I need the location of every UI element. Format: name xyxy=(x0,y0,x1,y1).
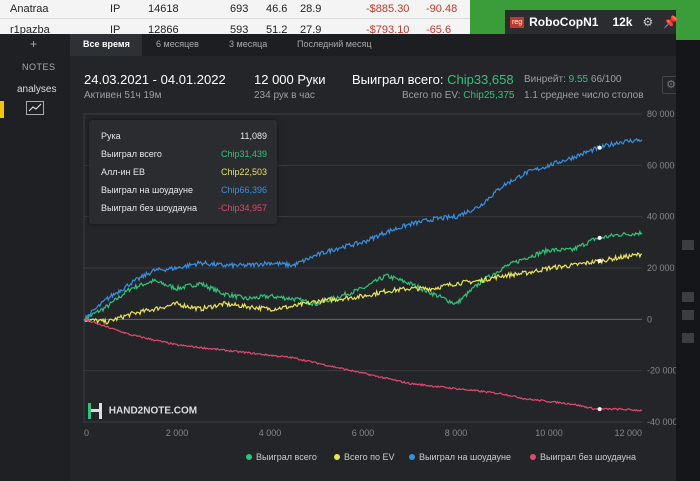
stat-d: -65.6 xyxy=(426,24,452,36)
legend-item[interactable]: Всего по EV xyxy=(334,452,394,462)
strip-block xyxy=(682,240,694,250)
strip-block xyxy=(682,333,694,343)
hands-count: 12866 xyxy=(148,24,179,36)
tooltip-row-hand: Рука 11,089 xyxy=(101,131,267,147)
tooltip-value: Chip22,503 xyxy=(220,167,267,177)
hands-per-hour: 234 рук в час xyxy=(254,90,315,101)
background-table: Anatraa IP 14618 693 46.6 28.9 -$885.30 … xyxy=(0,0,470,40)
hand2note-logo-icon xyxy=(88,403,102,419)
strip-block xyxy=(682,310,694,320)
tooltip-label: Алл-ин EB xyxy=(101,167,146,177)
tooltip-label: Рука xyxy=(101,131,121,141)
stat-d: -90.48 xyxy=(426,3,458,15)
won-total: Выиграл всего: Chip33,658 xyxy=(352,72,514,87)
chart-tooltip: Рука 11,089 Выиграл всего Chip31,439 Алл… xyxy=(89,120,277,224)
ev-total-label: Всего по EV: xyxy=(402,90,461,101)
stat-b: 51.2 xyxy=(266,24,288,36)
tooltip-row-allin-ev: Алл-ин EB Chip22,503 xyxy=(101,167,267,183)
tab-active-background xyxy=(70,34,142,56)
won-total-label: Выиграл всего: xyxy=(352,72,444,87)
winrate-suffix: 66/100 xyxy=(590,74,622,85)
legend-label: Всего по EV xyxy=(344,452,395,462)
hands-count: 14618 xyxy=(148,3,179,15)
sidebar-item-analyses[interactable]: analyses xyxy=(17,84,57,95)
tooltip-value: Chip66,396 xyxy=(220,185,267,195)
legend-item[interactable]: Выиграл на шоудауне xyxy=(409,452,511,462)
period-tabs xyxy=(70,34,676,56)
stat-b: 46.6 xyxy=(266,3,288,15)
winrate-value: 9.55 xyxy=(568,74,589,85)
tooltip-label: Выиграл без шоудауна xyxy=(101,203,197,213)
line-chart-icon xyxy=(26,101,44,115)
legend-dot xyxy=(334,454,340,460)
stat-c: 28.9 xyxy=(300,3,322,15)
tooltip-label: Выиграл всего xyxy=(101,149,162,159)
active-time: Активен 51ч 19м xyxy=(84,90,162,101)
tooltip-value: 11,089 xyxy=(240,131,267,141)
legend-label: Выиграл без шоудауна xyxy=(540,452,636,462)
reg-badge: reg xyxy=(510,16,525,28)
winrate: Винрейт: 9.55 66/100 xyxy=(524,74,621,85)
stat-c: 27.9 xyxy=(300,24,322,36)
pin-icon[interactable]: 📌 xyxy=(663,15,679,29)
legend-item[interactable]: Выиграл без шоудауна xyxy=(530,452,636,462)
sidebar-item-graph[interactable] xyxy=(0,98,70,120)
legend-dot xyxy=(409,454,415,460)
money: -$885.30 xyxy=(366,3,410,15)
tab-all-time[interactable]: Все время xyxy=(83,39,130,49)
add-icon[interactable]: + xyxy=(30,37,38,51)
logo-text: HAND2NOTE.COM xyxy=(108,405,198,417)
tooltip-value: Chip31,439 xyxy=(220,149,267,159)
ev-total: Всего по EV: Chip25,375 xyxy=(402,90,514,101)
tooltip-row-showdown: Выиграл на шоудауне Chip66,396 xyxy=(101,185,267,201)
right-scroll-strip xyxy=(676,40,700,481)
money: -$793.10 xyxy=(366,24,410,36)
legend-label: Выиграл всего xyxy=(256,452,317,462)
player-name: RoboCopN1 xyxy=(529,15,599,29)
tooltip-row-won: Выиграл всего Chip31,439 xyxy=(101,149,267,165)
hand-count: 12k xyxy=(612,15,633,29)
table-row[interactable]: Anatraa IP 14618 693 46.6 28.9 -$885.30 … xyxy=(0,0,470,19)
position: IP xyxy=(110,24,121,36)
tab-6-months[interactable]: 6 месяцев xyxy=(156,39,199,49)
legend-dot xyxy=(530,454,536,460)
tooltip-label: Выиграл на шоудауне xyxy=(101,185,193,195)
legend-label: Выиграл на шоудауне xyxy=(419,452,511,462)
strip-block xyxy=(682,292,694,302)
sidebar-item-notes[interactable]: NOTES xyxy=(22,62,56,72)
sidebar: + NOTES analyses xyxy=(0,34,70,481)
avg-tables: 1.1 среднее число столов xyxy=(524,90,644,101)
player-name: Anatraa xyxy=(10,3,49,15)
tooltip-value: -Chip34,957 xyxy=(217,203,267,213)
gear-icon[interactable]: ⚙ xyxy=(642,15,654,29)
legend-dot xyxy=(246,454,252,460)
stat-a: 693 xyxy=(230,3,249,15)
hands-total: 12 000 Руки xyxy=(254,72,326,87)
tooltip-row-non-showdown: Выиграл без шоудауна -Chip34,957 xyxy=(101,203,267,219)
won-total-value: Chip33,658 xyxy=(447,72,514,87)
hand2note-logo: HAND2NOTE.COM xyxy=(88,403,197,419)
stat-a: 593 xyxy=(230,24,249,36)
player-name: r1pazba xyxy=(10,24,50,36)
winrate-label: Винрейт: xyxy=(524,74,566,85)
legend-item[interactable]: Выиграл всего xyxy=(246,452,317,462)
tab-3-months[interactable]: 3 месяца xyxy=(229,39,268,49)
active-indicator xyxy=(0,101,4,118)
date-range: 24.03.2021 - 04.01.2022 xyxy=(84,72,226,87)
ev-total-value: Chip25,375 xyxy=(463,90,515,101)
tab-last-month[interactable]: Последний месяц xyxy=(297,39,372,49)
hud-panel[interactable]: reg RoboCopN1 12k ⚙ 📌 xyxy=(505,10,679,34)
position: IP xyxy=(110,3,121,15)
